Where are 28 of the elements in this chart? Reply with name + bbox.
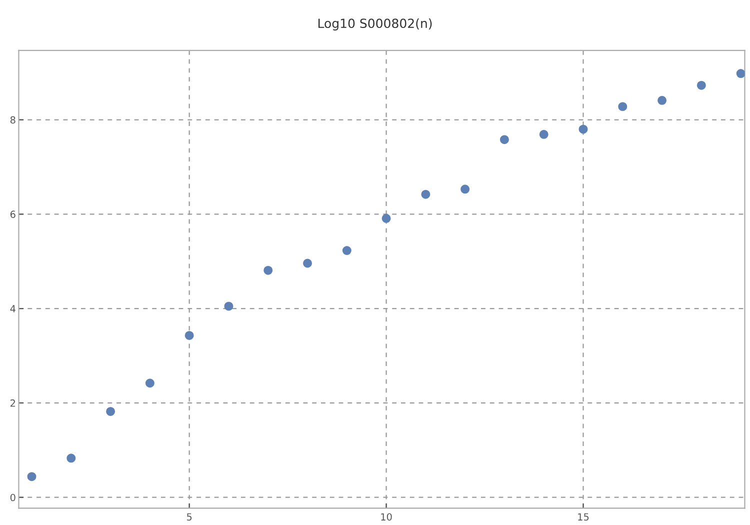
- point: [66, 454, 76, 463]
- chart-title: Log10 S000802(n): [318, 18, 432, 30]
- x-tick-label: 15: [578, 513, 589, 521]
- point: [421, 190, 430, 199]
- x-tick-label: 10: [381, 513, 392, 521]
- point: [145, 378, 154, 388]
- x-tick-label: 5: [186, 513, 192, 521]
- point: [578, 124, 588, 134]
- point: [658, 96, 667, 105]
- point: [224, 302, 234, 311]
- point: [618, 102, 628, 112]
- point: [539, 130, 548, 139]
- point: [184, 330, 194, 340]
- point: [302, 258, 312, 268]
- y-tick-label: 0: [10, 494, 16, 502]
- point: [382, 214, 391, 223]
- y-tick-label: 8: [10, 116, 16, 124]
- point: [500, 135, 509, 144]
- point: [736, 69, 745, 78]
- point: [342, 246, 352, 256]
- y-tick-label: 4: [10, 305, 16, 312]
- y-tick-label: 6: [10, 210, 16, 218]
- point: [264, 266, 273, 275]
- point: [106, 406, 116, 416]
- point: [460, 184, 470, 194]
- point: [27, 472, 36, 482]
- y-tick-label: 2: [10, 399, 15, 407]
- point: [696, 80, 706, 90]
